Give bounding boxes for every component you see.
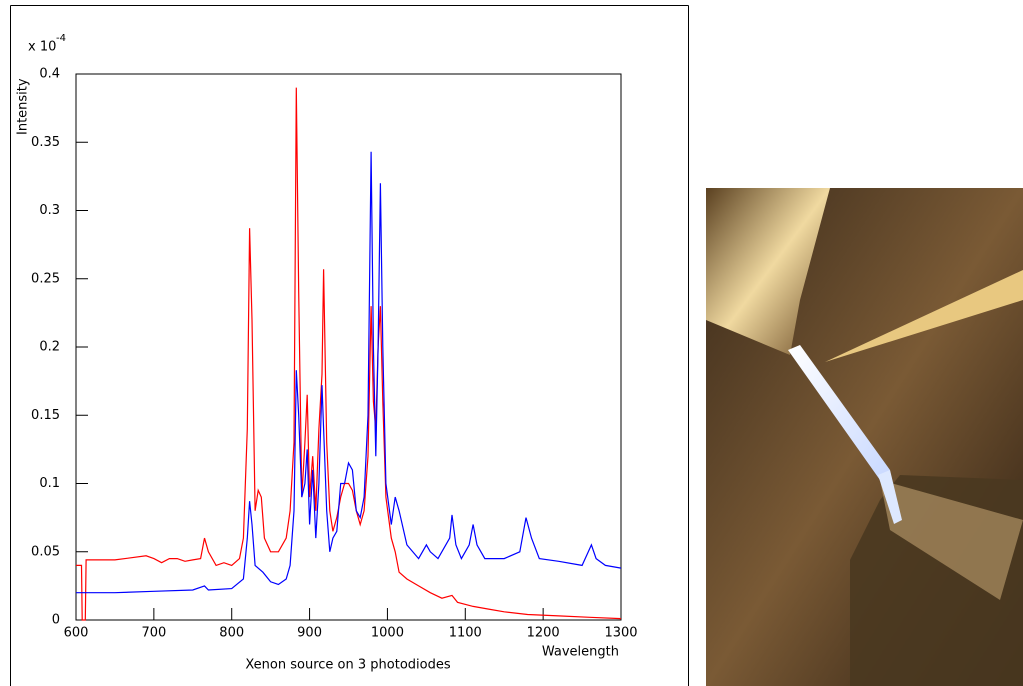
x-axis-label: Wavelength	[542, 645, 619, 660]
y-tick-label: 0	[52, 613, 60, 628]
x-tick-label: 1200	[527, 626, 560, 641]
y-axis-label: Intensity	[16, 78, 31, 135]
x-tick-label: 1100	[449, 626, 482, 641]
y-tick-label: 0.4	[39, 67, 60, 82]
y-tick-label: 0.3	[39, 203, 60, 218]
y-tick-label: 0.1	[39, 476, 60, 491]
x-tick-label: 900	[297, 626, 322, 641]
y-tick-label: 0.25	[31, 271, 60, 286]
plot-area	[75, 73, 622, 621]
spectrum-line	[76, 151, 622, 594]
frame	[10, 5, 689, 686]
caption: Xenon source on 3 photodiodes	[245, 658, 450, 673]
y-tick-label: 0.15	[31, 408, 60, 423]
y-tick-label: 0.35	[31, 135, 60, 150]
x-tick-label: 700	[141, 626, 166, 641]
y-tick-label: 0.2	[39, 340, 60, 355]
x-tick-label: 1300	[604, 626, 637, 641]
x-tick-label: 600	[64, 626, 89, 641]
spectrum-line	[76, 87, 622, 621]
x-tick-label: 800	[219, 626, 244, 641]
y-tick-label: 0.05	[31, 544, 60, 559]
photo	[706, 188, 1023, 686]
y-multiplier: x 10	[28, 40, 56, 55]
y-multiplier-exponent: -4	[56, 33, 66, 44]
x-tick-label: 1000	[371, 626, 404, 641]
